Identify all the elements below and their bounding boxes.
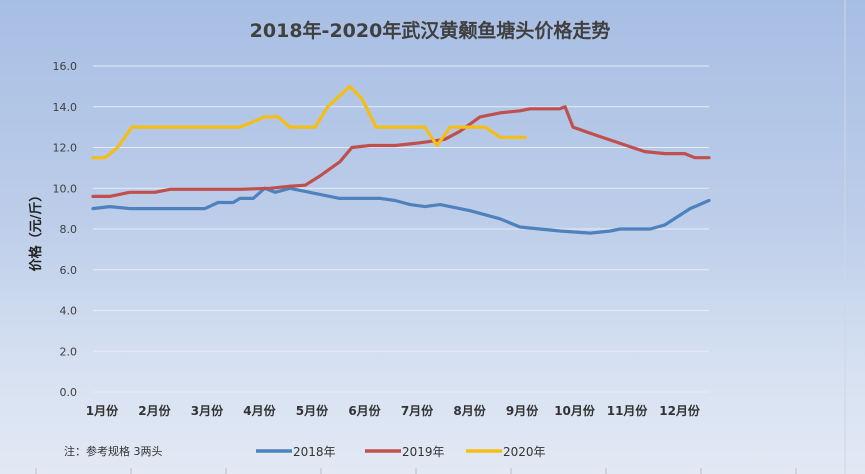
y-tick-label: 10.0: [53, 182, 78, 195]
x-tick-label: 12月份: [659, 403, 701, 418]
y-tick-label: 12.0: [53, 142, 78, 155]
y-tick-label: 4.0: [60, 305, 78, 318]
x-tick-label: 8月份: [453, 403, 486, 418]
chart-note: 注：参考规格 3两头: [64, 444, 163, 458]
legend-label: 2020年: [503, 445, 546, 459]
x-tick-label: 9月份: [506, 403, 539, 418]
legend-label: 2018年: [293, 445, 336, 459]
y-tick-label: 16.0: [53, 60, 78, 73]
x-tick-label: 5月份: [296, 403, 329, 418]
x-tick-label: 1月份: [86, 403, 119, 418]
legend-label: 2019年: [402, 445, 445, 459]
chart-title: 2018年-2020年武汉黄颡鱼塘头价格走势: [250, 19, 611, 42]
y-tick-label: 14.0: [53, 101, 78, 114]
x-tick-label: 6月份: [348, 403, 381, 418]
y-tick-label: 0.0: [60, 386, 78, 399]
x-tick-label: 11月份: [607, 403, 649, 418]
x-tick-label: 2月份: [138, 403, 171, 418]
y-tick-label: 2.0: [60, 345, 78, 358]
y-tick-label: 6.0: [60, 264, 78, 277]
series-line-2018年: [91, 186, 711, 235]
series-line-2019年: [91, 105, 711, 198]
x-tick-label: 10月份: [554, 403, 596, 418]
series-line-2020年: [91, 84, 527, 160]
x-tick-label: 4月份: [243, 403, 276, 418]
x-tick-label: 7月份: [401, 403, 434, 418]
x-tick-label: 3月份: [191, 403, 224, 418]
y-axis-label: 价格（元/斤）: [28, 189, 44, 272]
y-tick-label: 8.0: [60, 223, 78, 236]
